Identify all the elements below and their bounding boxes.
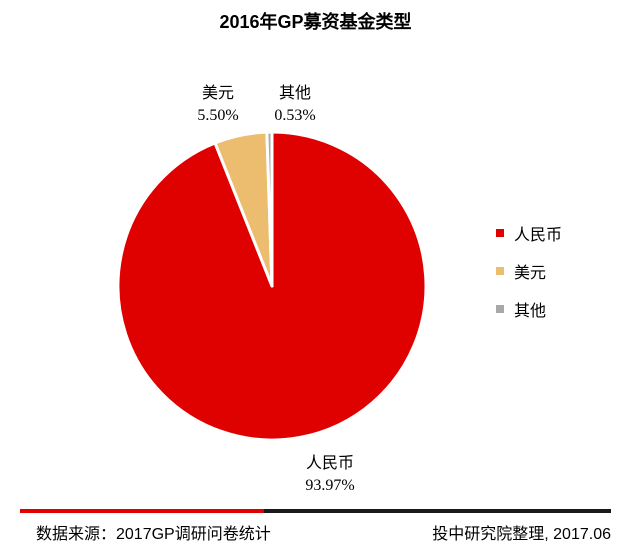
slice-name-label-rmb: 人民币 xyxy=(306,454,354,472)
legend-item-other: 其他 xyxy=(496,290,562,328)
slice-name-label-usd: 美元 xyxy=(202,84,234,102)
legend-swatch-other xyxy=(496,305,504,313)
legend-label-rmb: 人民币 xyxy=(514,227,563,244)
legend-label-usd: 美元 xyxy=(514,265,547,282)
legend-item-usd: 美元 xyxy=(496,252,562,290)
footer-divider-black xyxy=(264,509,611,513)
footer-divider-red xyxy=(20,509,264,513)
slice-name-label-other: 其他 xyxy=(279,84,311,102)
slice-value-label-usd: 5.50% xyxy=(197,107,238,124)
credit-note: 投中研究院整理, 2017.06 xyxy=(432,526,611,543)
legend-swatch-rmb xyxy=(496,229,504,237)
source-note: 数据来源：2017GP调研问卷统计 xyxy=(36,526,271,543)
footer-divider xyxy=(20,509,611,513)
slice-value-label-rmb: 93.97% xyxy=(305,477,354,494)
pie-chart: 人民币 93.97% 美元 5.50% 其他 0.53% xyxy=(116,84,428,494)
chart-title: 2016年GP募资基金类型 xyxy=(219,12,412,32)
legend-label-other: 其他 xyxy=(514,303,547,320)
slice-value-label-other: 0.53% xyxy=(274,107,315,124)
legend-item-rmb: 人民币 xyxy=(496,214,562,252)
legend-swatch-usd xyxy=(496,267,504,275)
pie-slice-other xyxy=(265,130,274,288)
legend: 人民币 美元 其他 xyxy=(496,214,562,328)
